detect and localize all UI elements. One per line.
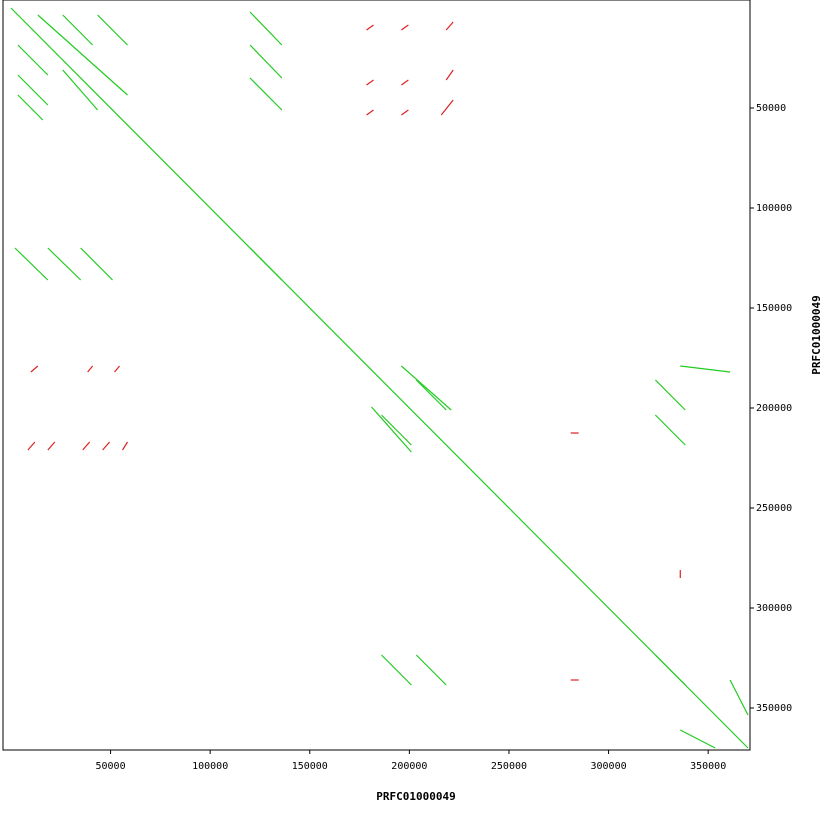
- alignment-segment: [62, 14, 94, 46]
- alignment-segment: [37, 14, 128, 96]
- x-axis-title: PRFC01000049: [376, 790, 455, 803]
- alignment-segment: [14, 247, 49, 281]
- y-tick-label: 300000: [756, 603, 792, 614]
- alignment-segment: [97, 14, 128, 46]
- alignment-segment: [30, 365, 39, 373]
- alignment-segment: [10, 7, 749, 749]
- x-tick-label: 300000: [591, 761, 627, 772]
- alignment-segment: [401, 79, 409, 86]
- alignment-segment: [366, 79, 374, 86]
- alignment-segment: [122, 441, 129, 451]
- alignment-segment: [17, 44, 49, 76]
- alignment-segment: [62, 69, 99, 111]
- alignment-segment: [114, 365, 120, 373]
- alignment-segment: [87, 365, 94, 373]
- plot-frame: [2, 0, 751, 751]
- y-tick-label: 200000: [756, 403, 792, 414]
- alignment-segment: [445, 69, 454, 81]
- x-tick-label: 150000: [292, 761, 328, 772]
- alignment-segment: [47, 441, 56, 451]
- alignment-segment: [371, 406, 412, 453]
- alignment-segment: [47, 247, 82, 281]
- alignment-segment: [654, 379, 686, 411]
- alignment-segment: [249, 44, 283, 79]
- x-tick-label: 100000: [192, 761, 228, 772]
- alignment-segment: [249, 247, 283, 281]
- alignment-segment: [82, 441, 91, 451]
- alignment-segment: [80, 247, 113, 281]
- alignment-segment: [680, 729, 716, 749]
- alignment-segment: [401, 24, 409, 31]
- x-tick-label: 50000: [96, 761, 126, 772]
- y-tick-label: 150000: [756, 303, 792, 314]
- alignment-segment: [654, 414, 686, 446]
- alignment-segment: [17, 74, 49, 106]
- y-tick-label: 350000: [756, 703, 792, 714]
- alignment-segment: [654, 654, 686, 686]
- alignment-segment: [17, 94, 44, 121]
- alignment-segment: [381, 414, 412, 446]
- y-tick-label: 250000: [756, 503, 792, 514]
- alignment-segment: [366, 24, 374, 31]
- alignment-segment: [415, 654, 447, 686]
- alignment-segment: [680, 365, 731, 373]
- y-tick-label: 50000: [756, 103, 786, 114]
- y-axis-title: PRFC01000049: [810, 295, 823, 374]
- alignment-segment: [249, 77, 283, 111]
- alignment-segment: [445, 21, 454, 31]
- x-tick-label: 350000: [690, 761, 726, 772]
- alignment-segment: [415, 379, 447, 411]
- alignment-segment: [249, 11, 283, 46]
- alignment-segment: [381, 654, 412, 686]
- alignment-segment: [440, 99, 454, 116]
- alignment-segment: [401, 109, 409, 116]
- x-tick-label: 200000: [391, 761, 427, 772]
- x-tick-label: 250000: [491, 761, 527, 772]
- alignment-segment: [729, 679, 749, 716]
- alignment-segment: [102, 441, 111, 451]
- alignment-segment: [401, 365, 452, 411]
- y-tick-label: 100000: [756, 203, 792, 214]
- alignment-segment: [27, 441, 36, 451]
- alignment-segment: [366, 109, 374, 116]
